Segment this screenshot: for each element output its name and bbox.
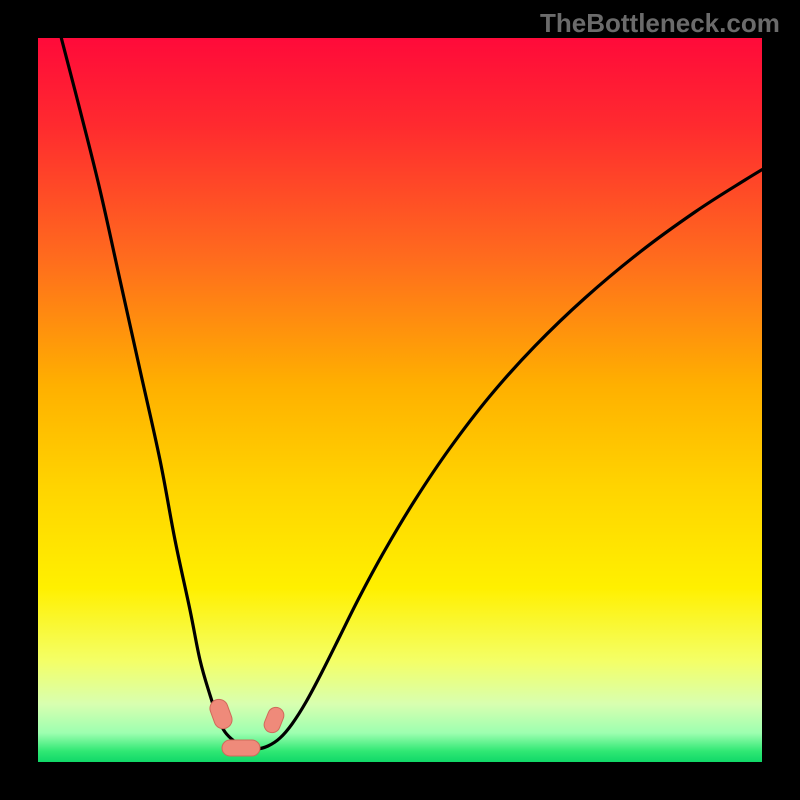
watermark-text: TheBottleneck.com xyxy=(540,8,780,39)
plot-area xyxy=(38,38,762,762)
chart-container: TheBottleneck.com xyxy=(0,0,800,800)
